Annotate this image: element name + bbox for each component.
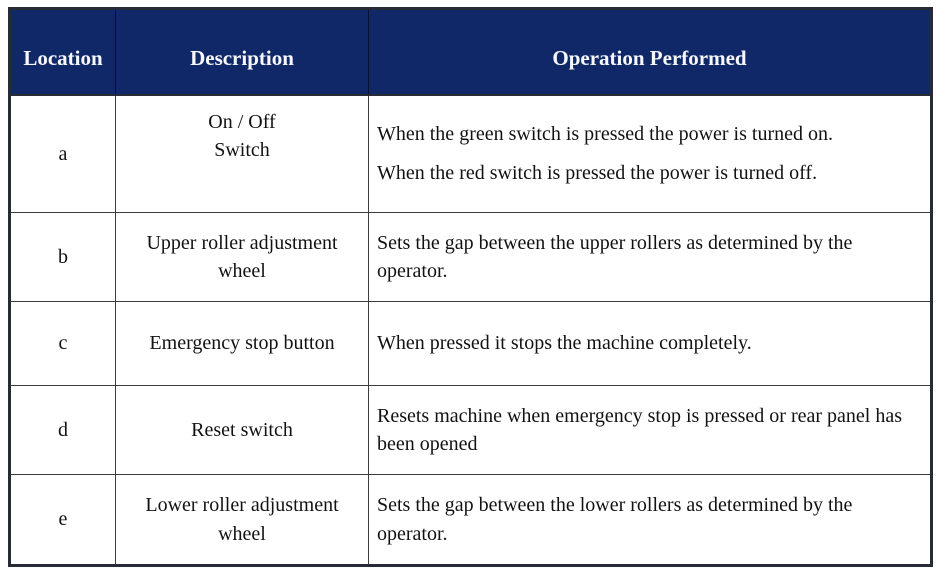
table-row: b Upper roller adjustment wheel Sets the g…: [9, 212, 932, 302]
location-cell: c: [9, 301, 116, 386]
location-cell: b: [9, 212, 116, 302]
location-cell: e: [9, 474, 116, 566]
table-body: a On / Off Switch When the green switch is…: [9, 94, 932, 566]
operation-paragraph: When the red switch is pressed the power…: [377, 161, 818, 184]
column-header-operation-performed: Operation Performed: [368, 8, 932, 96]
operation-cell: Resets machine when emergency stop is pr…: [368, 385, 932, 475]
operation-paragraph: Sets the gap between the lower rollers a…: [377, 494, 853, 545]
table-row: d Reset switch Resets machine when emergen…: [9, 385, 932, 475]
column-header-description: Description: [115, 8, 369, 96]
description-cell: Reset switch: [115, 385, 369, 475]
location-cell: d: [9, 385, 116, 475]
operation-paragraph: When pressed it stops the machine comple…: [377, 332, 752, 355]
operations-table: Location Description Operation Performed…: [8, 7, 933, 567]
table-row: a On / Off Switch When the green switch is…: [9, 94, 932, 213]
operation-cell: Sets the gap between the upper rollers a…: [368, 212, 932, 302]
location-cell: a: [9, 94, 116, 213]
table-header: Location Description Operation Performed: [9, 8, 932, 96]
operation-paragraph: Resets machine when emergency stop is pr…: [377, 404, 903, 455]
operation-paragraph: When the green switch is pressed the pow…: [377, 123, 833, 146]
description-cell: Emergency stop button: [115, 301, 369, 386]
description-cell: Lower roller adjustment wheel: [115, 474, 369, 566]
description-cell: On / Off Switch: [115, 94, 369, 213]
table-header-row: Location Description Operation Performed: [9, 8, 932, 96]
description-cell: Upper roller adjustment wheel: [115, 212, 369, 302]
operation-cell: When pressed it stops the machine comple…: [368, 301, 932, 386]
operation-cell: Sets the gap between the lower rollers a…: [368, 474, 932, 566]
table-row: c Emergency stop button When pressed it st…: [9, 301, 932, 386]
column-header-location: Location: [9, 8, 116, 96]
operation-cell: When the green switch is pressed the pow…: [368, 94, 932, 213]
table-row: e Lower roller adjustment wheel Sets the g…: [9, 474, 932, 566]
operation-paragraph: Sets the gap between the upper rollers a…: [377, 231, 853, 282]
